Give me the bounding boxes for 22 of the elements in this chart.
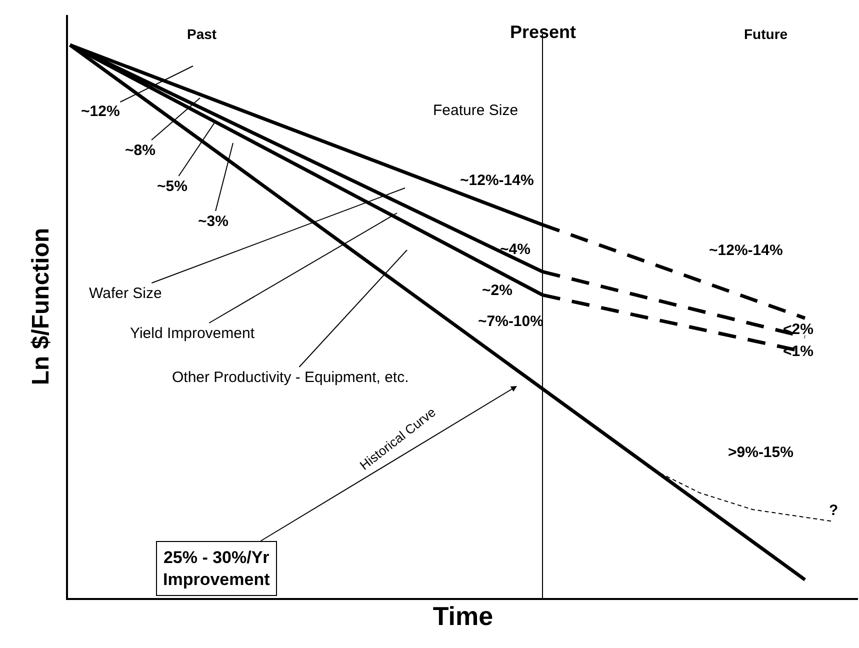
text: Future [744, 26, 788, 42]
annotation: Other Productivity - Equipment, etc. [172, 369, 409, 386]
text: Present [510, 22, 576, 42]
annotation: ~4% [500, 241, 530, 258]
x-axis-title: Time [432, 601, 494, 632]
annotation: Yield Improvement [130, 325, 256, 342]
annotation: 25% - 30%/Yr Improvement [163, 548, 270, 590]
annotation: ~12% [81, 103, 120, 120]
annotation: ~2% [482, 282, 512, 299]
y-axis-title: Ln $/Function [28, 228, 55, 386]
annotation: <2% [783, 321, 814, 338]
annotation: Feature Size [433, 102, 518, 119]
annotation: ? [829, 502, 838, 519]
annotation: ~5% [157, 178, 188, 195]
annotation: ~7%-10% [478, 313, 544, 330]
annotation: ~3% [198, 213, 228, 230]
annotation: ~12%-14% [709, 242, 783, 259]
annotation: ~8% [125, 142, 156, 159]
annotation: ~12%-14% [460, 172, 534, 189]
annotation: Wafer Size [89, 285, 162, 302]
annotation: >9%-15% [728, 444, 794, 461]
text: Past [187, 26, 217, 42]
